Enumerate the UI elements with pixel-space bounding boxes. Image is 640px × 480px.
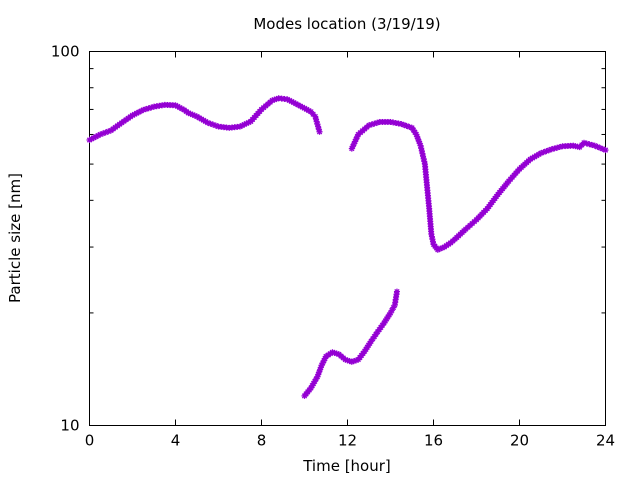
chart-title: Modes location (3/19/19) (253, 15, 440, 33)
x-tick-label: 16 (424, 432, 443, 450)
y-tick-label: 10 (60, 417, 79, 435)
y-axis-tick-labels: 10 100 (51, 43, 80, 435)
y-axis-label: Particle size [nm] (6, 173, 24, 303)
x-axis-label: Time [hour] (302, 457, 391, 475)
data-point (393, 288, 400, 295)
x-axis-ticks (89, 51, 606, 426)
x-tick-label: 4 (171, 432, 181, 450)
x-tick-label: 0 (85, 432, 95, 450)
x-tick-label: 20 (510, 432, 529, 450)
data-point (133, 110, 140, 117)
x-tick-label: 12 (338, 432, 357, 450)
data-point (602, 147, 609, 154)
y-tick-label: 100 (51, 43, 80, 61)
x-axis-tick-labels: 0 4 8 12 16 20 24 (85, 432, 615, 450)
data-point (292, 100, 299, 107)
x-tick-label: 8 (257, 432, 267, 450)
data-points (86, 95, 609, 399)
data-point (316, 128, 323, 135)
data-point (243, 120, 250, 127)
y-axis-ticks (89, 51, 606, 426)
x-tick-label: 24 (596, 432, 615, 450)
y-axis-minor-ticks (89, 68, 606, 314)
